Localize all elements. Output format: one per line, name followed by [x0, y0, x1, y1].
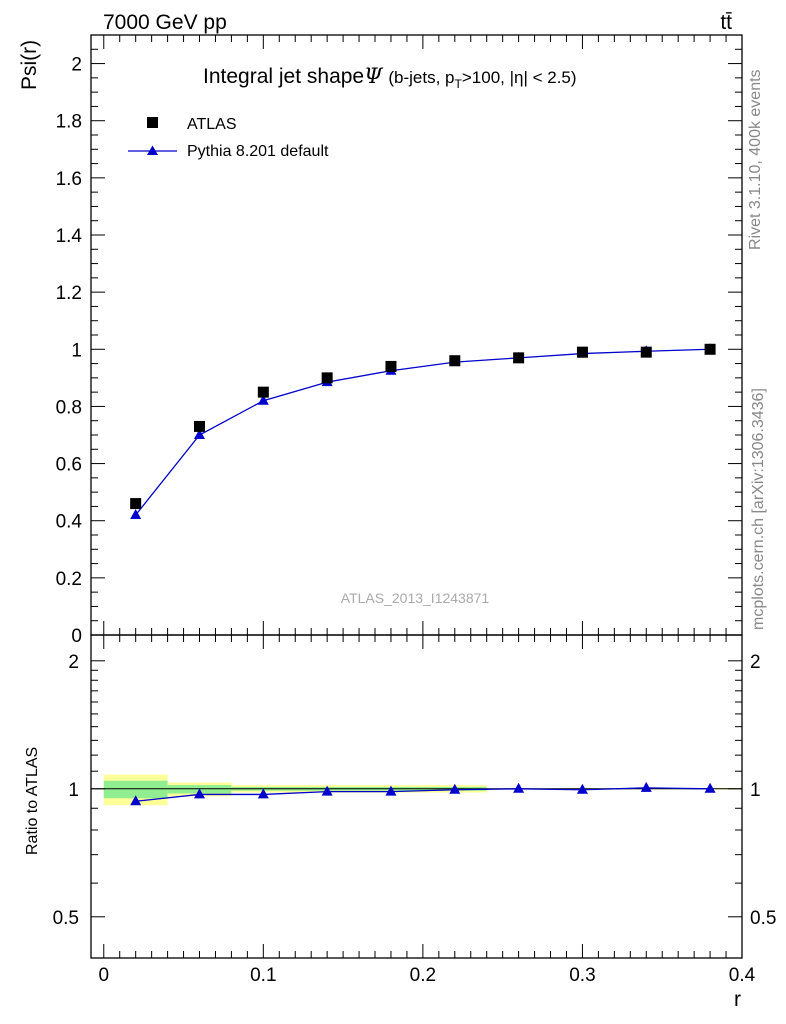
x-tick-label: 0.4 [729, 965, 756, 986]
main-y-tick-label: 2 [71, 55, 82, 76]
ratio-mc-point [385, 785, 397, 796]
atlas-data-point [194, 420, 205, 432]
energy-label: 7000 GeV pp [103, 11, 227, 34]
ratio-panel-frame [90, 634, 743, 959]
analysis-label: ATLAS_2013_I1243871 [341, 590, 490, 606]
legend-label-atlas: ATLAS [187, 116, 237, 133]
ratio-y-tick-label: 1 [68, 780, 79, 801]
x-tick-label: 0.1 [250, 965, 276, 986]
legend-marker-atlas [147, 117, 158, 128]
x-tick-label: 0 [98, 965, 109, 986]
subtitle-pre: (b-jets, p [388, 68, 454, 87]
x-tick-label: 0.2 [410, 965, 436, 986]
main-y-axis-label: Psi(r) [18, 40, 41, 90]
stat-uncertainty-band [103, 780, 168, 799]
ratio-y-tick-label-right: 0.5 [750, 908, 776, 929]
main-y-tick-label: 1 [71, 340, 82, 361]
ratio-mc-point [257, 788, 269, 799]
data-marks [130, 343, 716, 806]
plot-title: Integral jet shapeΨ (b-jets, pT>100, |η|… [203, 64, 577, 91]
atlas-data-point [640, 346, 652, 358]
side-label-events: Rivet 3.1.10, 400k events [747, 69, 764, 250]
ratio-mc-point [130, 795, 142, 806]
main-y-tick-label: 1.4 [56, 226, 83, 247]
atlas-data-point [704, 343, 716, 355]
atlas-data-point [576, 346, 588, 358]
ratio-y-tick-label: 0.5 [53, 908, 79, 929]
process-label: tt̄ [720, 11, 732, 34]
axis-ticks: 0 0.2 0.4 0.6 0.8 1 1.2 1.4 1.6 1.8 2 0 0.1 0.2 0.3 0.4… [53, 34, 776, 986]
ratio-y-tick-label: 2 [68, 652, 79, 673]
atlas-data-point [130, 498, 142, 510]
main-y-tick-label: 0.4 [56, 512, 83, 533]
legend: ATLAS Pythia 8.201 default [128, 116, 329, 160]
ratio-mc-point [449, 783, 461, 794]
legend-label-mc: Pythia 8.201 default [187, 143, 329, 160]
mc-data-point [130, 509, 142, 519]
main-y-tick-label: 0.8 [56, 397, 82, 418]
ratio-mc-point [321, 785, 333, 796]
subtitle-post: >100, |η| < 2.5) [462, 68, 577, 87]
title-symbol: Ψ [364, 64, 384, 88]
main-y-tick-label: 1.2 [56, 283, 82, 304]
x-axis-label: r [734, 988, 741, 1011]
ratio-mc-point [704, 782, 716, 793]
ratio-y-tick-label-right: 1 [750, 780, 761, 801]
mc-data-point [257, 394, 269, 405]
main-y-tick-label: 0.2 [56, 569, 82, 590]
atlas-data-point [257, 386, 269, 398]
mc-data-point [194, 429, 205, 439]
subtitle-sub: T [455, 77, 463, 91]
x-tick-label: 0.3 [569, 965, 595, 986]
atlas-data-point [449, 355, 461, 367]
atlas-data-point [321, 372, 333, 384]
atlas-data-point [513, 352, 525, 364]
main-y-tick-label: 1.8 [56, 112, 82, 133]
ratio-mc-line [135, 787, 711, 802]
ratio-mc-point [513, 782, 525, 793]
atlas-data-point [385, 360, 397, 372]
ratio-mc-point [640, 781, 652, 792]
main-y-tick-label: 0 [71, 626, 82, 647]
legend-marker-mc [147, 145, 158, 155]
mc-series-line [135, 348, 711, 516]
title-text: Integral jet shape [203, 65, 364, 88]
ratio-mc-point [194, 788, 205, 799]
ratio-y-axis-label: Ratio to ATLAS [24, 747, 41, 855]
side-label-source: mcplots.cern.ch [arXiv:1306.3436] [750, 388, 767, 630]
ratio-mc-point [576, 783, 588, 794]
main-y-tick-label: 0.6 [56, 455, 82, 476]
ratio-y-tick-label-right: 2 [750, 652, 761, 673]
main-y-tick-label: 1.6 [56, 169, 82, 190]
